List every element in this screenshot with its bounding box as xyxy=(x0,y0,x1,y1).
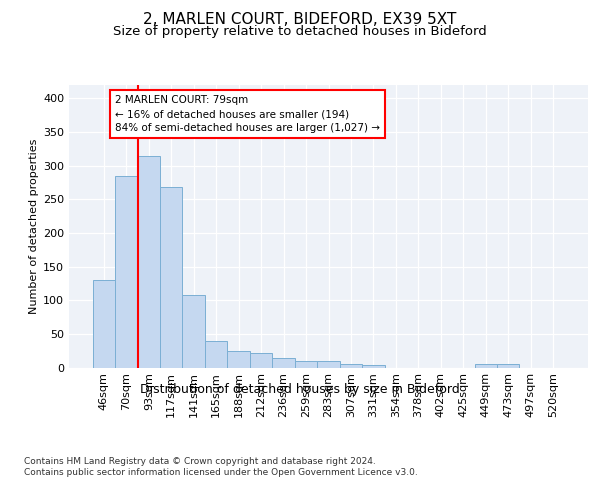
Bar xyxy=(115,176,137,368)
Bar xyxy=(272,358,295,368)
Bar xyxy=(182,295,205,368)
Bar xyxy=(497,364,520,368)
Bar xyxy=(137,156,160,368)
Text: 2, MARLEN COURT, BIDEFORD, EX39 5XT: 2, MARLEN COURT, BIDEFORD, EX39 5XT xyxy=(143,12,457,28)
Bar xyxy=(227,350,250,368)
Bar xyxy=(475,364,497,368)
Bar xyxy=(340,364,362,368)
Bar xyxy=(92,280,115,368)
Text: Contains HM Land Registry data © Crown copyright and database right 2024.
Contai: Contains HM Land Registry data © Crown c… xyxy=(24,458,418,477)
Bar xyxy=(295,361,317,368)
Text: Size of property relative to detached houses in Bideford: Size of property relative to detached ho… xyxy=(113,25,487,38)
Text: Distribution of detached houses by size in Bideford: Distribution of detached houses by size … xyxy=(140,382,460,396)
Text: 2 MARLEN COURT: 79sqm
← 16% of detached houses are smaller (194)
84% of semi-det: 2 MARLEN COURT: 79sqm ← 16% of detached … xyxy=(115,95,380,133)
Bar xyxy=(362,365,385,368)
Bar xyxy=(160,187,182,368)
Y-axis label: Number of detached properties: Number of detached properties xyxy=(29,138,39,314)
Bar xyxy=(317,362,340,368)
Bar xyxy=(205,340,227,367)
Bar xyxy=(250,352,272,368)
